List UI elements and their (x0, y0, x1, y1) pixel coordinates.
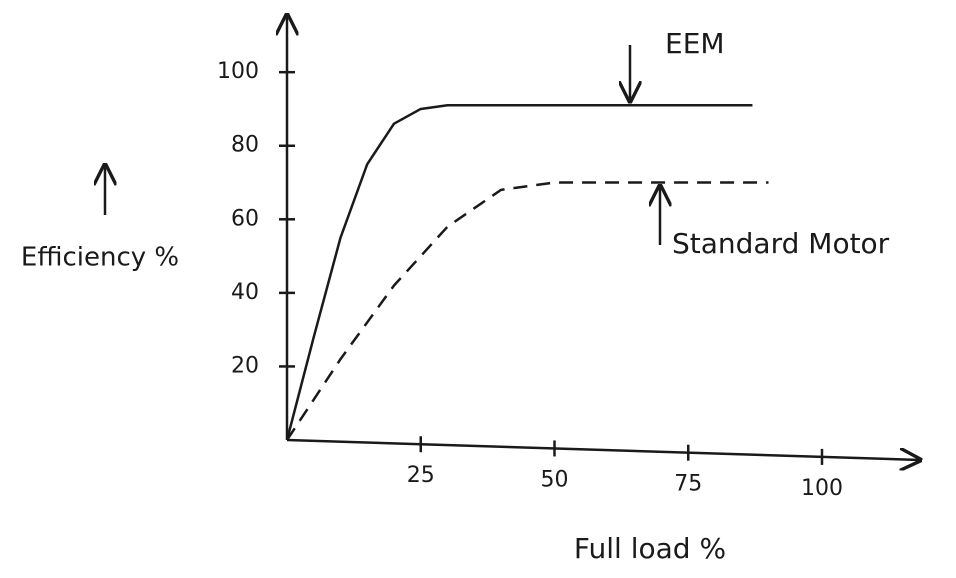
x-axis (287, 440, 920, 460)
y-tick-label: 60 (231, 206, 259, 231)
series-line (287, 183, 769, 440)
y-tick-label: 40 (231, 280, 259, 305)
x-tick-label: 100 (801, 476, 843, 501)
x-axis-label: Full load % (574, 532, 726, 565)
x-tick-label: 50 (541, 467, 569, 492)
annotation: EEM (665, 27, 725, 60)
x-tick-label: 75 (674, 472, 702, 497)
x-tick-label: 25 (407, 463, 435, 488)
y-axis-label: Efficiency % (21, 243, 179, 273)
y-tick-label: 20 (231, 353, 259, 378)
annotation: Standard Motor (672, 227, 890, 260)
series-line (287, 105, 752, 440)
y-tick-label: 80 (231, 133, 259, 158)
chart: Efficiency % Full load % EEM Standard Mo… (0, 0, 956, 578)
y-tick-label: 100 (217, 59, 259, 84)
